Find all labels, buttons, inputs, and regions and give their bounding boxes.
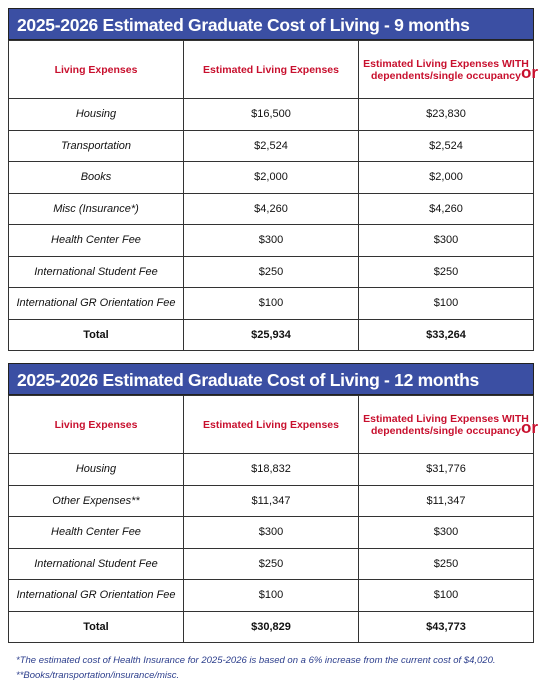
amount-cell: $250 [183,255,359,288]
amount-cell: $31,776 [358,453,534,486]
column-header: Living Expenses [8,395,184,454]
total-row: Total $30,829 $43,773 [8,610,534,643]
total-row: Total $25,934 $33,264 [8,318,534,351]
expense-label: Health Center Fee [8,516,184,549]
cost-table: Living Expenses Estimated Living Expenses… [8,395,538,643]
column-header: Living Expenses [8,40,184,99]
footnote: *The estimated cost of Health Insurance … [16,655,496,666]
amount-cell: $250 [358,255,534,288]
amount-cell: $4,260 [358,192,534,225]
expense-label: Health Center Fee [8,224,184,257]
expense-label: International Student Fee [8,255,184,288]
cost-table-block: 2025-2026 Estimated Graduate Cost of Liv… [8,8,538,351]
amount-cell: $300 [358,516,534,549]
expense-row: Health Center Fee $300 $300 [8,224,534,257]
column-header: Estimated Living Expenses WITH dependent… [358,40,534,99]
column-header: Estimated Living Expenses WITH dependent… [358,395,534,454]
total-label: Total [8,610,184,643]
expense-label: Transportation [8,129,184,162]
total-amount: $33,264 [358,318,534,351]
expense-row: International Student Fee $250 $250 [8,255,534,288]
expense-label: Books [8,161,184,194]
amount-cell: $100 [183,579,359,612]
amount-cell: $300 [358,224,534,257]
amount-cell: $18,832 [183,453,359,486]
footnote: **Books/transportation/insurance/misc. [16,670,180,681]
amount-cell: $250 [183,547,359,580]
amount-cell: $23,830 [358,98,534,131]
expense-row: International GR Orientation Fee $100 $100 [8,287,534,320]
expense-label: Housing [8,453,184,486]
cost-table-block: 2025-2026 Estimated Graduate Cost of Liv… [8,363,538,643]
table-title: 2025-2026 Estimated Graduate Cost of Liv… [8,8,534,40]
expense-label: Other Expenses** [8,484,184,517]
total-amount: $30,829 [183,610,359,643]
expense-label: International GR Orientation Fee [8,579,184,612]
total-amount: $43,773 [358,610,534,643]
expense-label: International Student Fee [8,547,184,580]
amount-cell: $300 [183,516,359,549]
cost-table: Living Expenses Estimated Living Expenses… [8,40,538,351]
expense-row: Misc (Insurance*) $4,260 $4,260 [8,192,534,225]
amount-cell: $100 [358,287,534,320]
amount-cell: $100 [183,287,359,320]
header-row: Living Expenses Estimated Living Expenses… [8,40,538,99]
expense-row: Books $2,000 $2,000 [8,161,534,194]
amount-cell: $100 [358,579,534,612]
amount-cell: $2,000 [183,161,359,194]
column-header: Estimated Living Expenses or [183,40,538,99]
amount-cell: $250 [358,547,534,580]
expense-row: International Student Fee $250 $250 [8,547,534,580]
expense-row: Other Expenses** $11,347 $11,347 [8,484,534,517]
header-row: Living Expenses Estimated Living Expenses… [8,395,538,454]
total-amount: $25,934 [183,318,359,351]
expense-label: Housing [8,98,184,131]
expense-row: Transportation $2,524 $2,524 [8,129,534,162]
expense-label: Misc (Insurance*) [8,192,184,225]
expense-row: Housing $16,500 $23,830 [8,98,534,131]
amount-cell: $2,524 [358,129,534,162]
expense-label: International GR Orientation Fee [8,287,184,320]
expense-row: International GR Orientation Fee $100 $100 [8,579,534,612]
amount-cell: $2,524 [183,129,359,162]
expense-row: Housing $18,832 $31,776 [8,453,534,486]
amount-cell: $11,347 [183,484,359,517]
expense-row: Health Center Fee $300 $300 [8,516,534,549]
amount-cell: $11,347 [358,484,534,517]
total-label: Total [8,318,184,351]
amount-cell: $300 [183,224,359,257]
column-header: Estimated Living Expenses or [183,395,538,454]
table-title: 2025-2026 Estimated Graduate Cost of Liv… [8,363,534,395]
amount-cell: $2,000 [358,161,534,194]
amount-cell: $16,500 [183,98,359,131]
amount-cell: $4,260 [183,192,359,225]
